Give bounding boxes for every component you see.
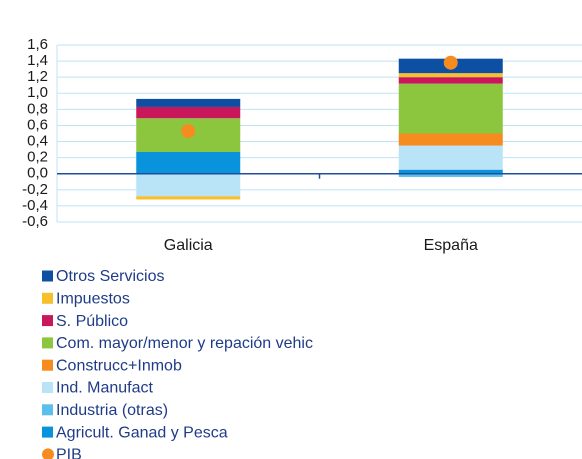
bar-segment (398, 169, 503, 174)
y-tick-label: 1,4 (27, 52, 48, 69)
bar-segment (136, 98, 241, 107)
bar-segment (136, 196, 241, 200)
x-tick-label: España (424, 237, 478, 254)
legend-swatch (42, 382, 53, 393)
legend-label: Construcc+Inmob (56, 357, 182, 374)
y-tick-label: 0,0 (27, 165, 48, 182)
pib-point (443, 55, 458, 70)
bar-segment (136, 152, 241, 174)
legend-swatch (42, 359, 53, 371)
legend-swatch (42, 337, 53, 349)
y-tick-label: 0,6 (27, 116, 48, 133)
legend-label: Com. mayor/menor y repación vehic (56, 335, 313, 352)
y-tick-label: 1,2 (27, 68, 48, 85)
legend-label: PIB (56, 447, 82, 459)
legend-label: Impuestos (56, 291, 130, 308)
x-tick-label: Galicia (164, 237, 213, 254)
legend-swatch (42, 404, 53, 416)
legend-swatch (42, 426, 53, 438)
legend-label: S. Público (56, 313, 128, 330)
legend-label: Otros Servicios (56, 268, 164, 285)
legend-swatch (42, 448, 54, 459)
legend-label: Industria (otras) (56, 402, 168, 419)
legend-swatch (42, 270, 53, 282)
legend-swatch (42, 292, 53, 304)
pib-point (181, 124, 196, 139)
bar-segment (398, 77, 503, 84)
legend-label: Ind. Manufact (56, 380, 154, 397)
bar-segment (136, 106, 241, 119)
legend: Otros Servicios Impuestos S. Público Com. m… (42, 268, 313, 459)
bar-segment (398, 173, 503, 177)
y-tick-label: 0,8 (27, 100, 48, 117)
y-tick-label: -0,2 (22, 181, 48, 198)
y-tick-label: 1,6 (27, 36, 48, 53)
bar-segment (136, 173, 241, 197)
y-tick-label: -0,4 (22, 197, 48, 214)
y-tick-label: 1,0 (27, 84, 48, 101)
bar-segment (398, 73, 503, 78)
bar-segment (398, 145, 503, 170)
bar-segment (398, 83, 503, 134)
y-tick-label: 0,4 (27, 133, 48, 150)
y-tick-label: -0,6 (22, 213, 48, 230)
legend-label: Agricult. Ganad y Pesca (56, 424, 228, 441)
legend-swatch (42, 315, 53, 327)
y-tick-label: 0,2 (27, 149, 48, 166)
bar-segment (398, 133, 503, 146)
